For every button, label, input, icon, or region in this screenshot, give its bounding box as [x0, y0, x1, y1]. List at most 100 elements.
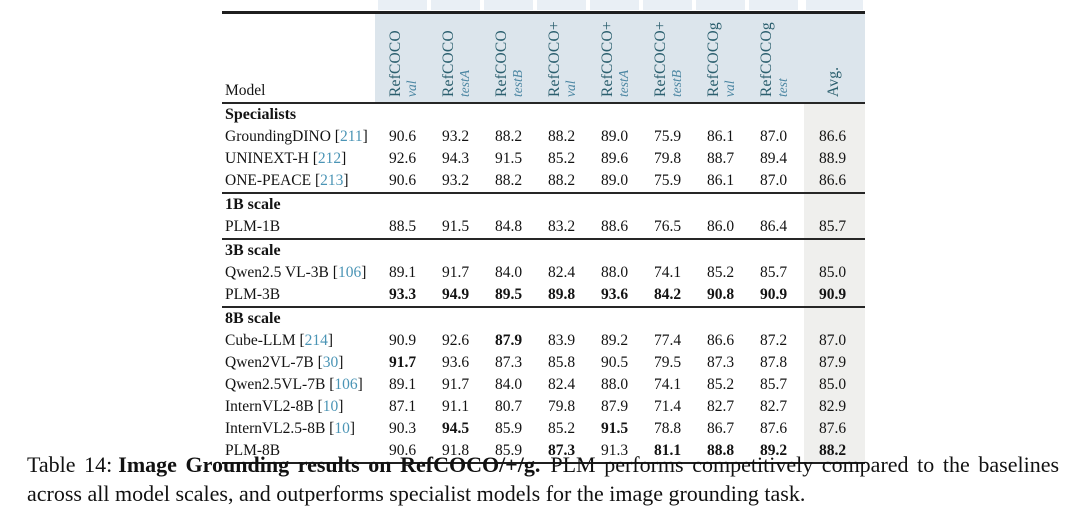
- table-top-tint-band: [222, 0, 865, 11]
- col-header-rotated-text: RefCOCO testB: [493, 30, 525, 97]
- citation-bracket: [: [332, 263, 338, 281]
- col-header-split: val: [722, 80, 737, 97]
- metric-cell: 85.2: [706, 375, 735, 393]
- metric-cell: 90.8: [706, 285, 735, 303]
- section-header-row: 3B scale: [222, 240, 865, 262]
- avg-cell: 87.6: [818, 419, 847, 437]
- metric-cell: 81.1: [653, 441, 682, 459]
- metric-cell: 89.5: [494, 285, 523, 303]
- col-header-name: RefCOCO: [493, 29, 510, 97]
- metric-cell: 86.0: [706, 217, 735, 235]
- citation-link[interactable]: 213: [320, 171, 344, 189]
- metric-cell: 89.0: [600, 171, 629, 189]
- metric-cell: 87.9: [494, 331, 523, 349]
- citation-bracket: ]: [341, 149, 347, 167]
- metric-cell: 79.8: [653, 149, 682, 167]
- col-header-split: val: [563, 80, 578, 97]
- metric-cell: 85.9: [494, 419, 523, 437]
- citation-link[interactable]: 30: [322, 353, 339, 371]
- metric-cell: 87.8: [759, 353, 788, 371]
- metric-cell: 86.4: [759, 217, 788, 235]
- citation-bracket: [: [314, 171, 321, 189]
- model-name: Qwen2VL-7B [30]: [225, 353, 344, 371]
- citation-bracket: [: [329, 419, 335, 437]
- section-divider-rule: [222, 191, 865, 194]
- section-divider-rule: [222, 305, 865, 308]
- col-header-rotated-text: RefCOCOg val: [705, 22, 737, 97]
- metric-cell: 84.0: [494, 375, 523, 393]
- col-header-rotated-text: RefCOCO+ testB: [652, 21, 684, 97]
- citation-bracket: [: [312, 149, 318, 167]
- model-name: UNINEXT-H [212]: [225, 149, 347, 167]
- top-tint-segment: [537, 0, 586, 10]
- metric-cell: 79.5: [653, 353, 682, 371]
- metric-cell: 93.6: [600, 285, 629, 303]
- metric-cell: 91.8: [441, 441, 470, 459]
- col-header-split: testA: [457, 69, 472, 97]
- caption-title: Image Grounding results on RefCOCO/+/g.: [118, 452, 541, 477]
- citation-bracket: ]: [327, 331, 334, 349]
- metric-cell: 93.2: [441, 127, 470, 145]
- citation-link[interactable]: 10: [322, 397, 339, 415]
- citation-link[interactable]: 10: [334, 419, 350, 437]
- metric-cell: 91.5: [441, 217, 470, 235]
- metric-cell: 88.6: [600, 217, 629, 235]
- table-section-1b-scale: 1B scale PLM-1B 88.5 91.5 84.8 83.2 88.6 76.5 86…: [222, 194, 865, 238]
- section-header: 3B scale: [225, 241, 281, 259]
- col-header-name: RefCOCOg: [705, 21, 722, 97]
- avg-column-band: [804, 103, 865, 462]
- table-row: UNINEXT-H [212] 92.6 94.3 91.5 85.2 89.6 79.8 8…: [222, 148, 865, 170]
- metric-cell: 91.5: [494, 149, 523, 167]
- citation-link[interactable]: 212: [317, 149, 342, 167]
- col-header-name: RefCOCO+: [599, 20, 616, 97]
- model-name: Cube-LLM [214]: [225, 331, 334, 349]
- metric-cell: 89.0: [600, 127, 629, 145]
- section-header: 1B scale: [225, 195, 281, 213]
- citation-link[interactable]: 214: [304, 331, 328, 349]
- metric-cell: 87.3: [706, 353, 735, 371]
- avg-cell: 87.9: [818, 353, 847, 371]
- avg-cell: 88.2: [818, 441, 847, 459]
- metric-cell: 91.7: [441, 263, 470, 281]
- col-header-split: testB: [510, 69, 525, 97]
- metric-cell: 80.7: [494, 397, 523, 415]
- citation-bracket: [: [317, 353, 323, 371]
- metric-cell: 75.9: [653, 171, 682, 189]
- metric-cell: 94.3: [441, 149, 470, 167]
- metric-cell: 88.2: [494, 127, 523, 145]
- metric-cell: 91.7: [441, 375, 470, 393]
- table-row: GroundingDINO [211] 90.6 93.2 88.2 88.2 89.0 7…: [222, 126, 865, 148]
- model-name: Qwen2.5 VL-3B [106]: [225, 263, 367, 281]
- col-header-rotated-text: RefCOCO+ testA: [599, 21, 631, 97]
- metric-cell: 74.1: [653, 375, 682, 393]
- citation-link[interactable]: 211: [339, 127, 363, 145]
- metric-cell: 89.6: [600, 149, 629, 167]
- metric-cell: 88.0: [600, 375, 629, 393]
- top-tint-segment: [484, 0, 533, 10]
- avg-cell: 86.6: [818, 171, 847, 189]
- avg-cell: 82.9: [818, 397, 847, 415]
- metric-cell: 87.0: [759, 171, 788, 189]
- avg-cell: 87.0: [818, 331, 847, 349]
- citation-link[interactable]: 106: [334, 375, 358, 393]
- section-header-row: 1B scale: [222, 194, 865, 216]
- metric-cell: 89.1: [388, 263, 417, 281]
- model-name: PLM-3B: [225, 285, 281, 303]
- metric-cell: 75.9: [653, 127, 682, 145]
- col-header-rotated-text: RefCOCO+ val: [546, 21, 578, 97]
- metric-cell: 92.6: [388, 149, 417, 167]
- avg-cell: 88.9: [818, 149, 847, 167]
- metric-cell: 84.2: [653, 285, 682, 303]
- caption-text: PLM performs competitively compared to t…: [27, 452, 1060, 506]
- citation-link[interactable]: 106: [337, 263, 362, 281]
- metric-cell: 91.5: [600, 419, 629, 437]
- metric-cell: 84.8: [494, 217, 523, 235]
- metric-cell: 91.3: [600, 441, 629, 459]
- table-row: PLM-1B 88.5 91.5 84.8 83.2 88.6 76.5 86.0 86.4 85…: [222, 216, 865, 238]
- metric-cell: 85.9: [494, 441, 523, 459]
- table-body: Specialists GroundingDINO [211] 90.6 93.2 88…: [222, 103, 865, 462]
- table-sections: Specialists GroundingDINO [211] 90.6 93.2 88…: [222, 104, 865, 462]
- metric-cell: 88.5: [388, 217, 417, 235]
- metric-cell: 89.8: [547, 285, 576, 303]
- table-row: InternVL2.5-8B [10] 90.3 94.5 85.9 85.2 91.5 7…: [222, 418, 865, 440]
